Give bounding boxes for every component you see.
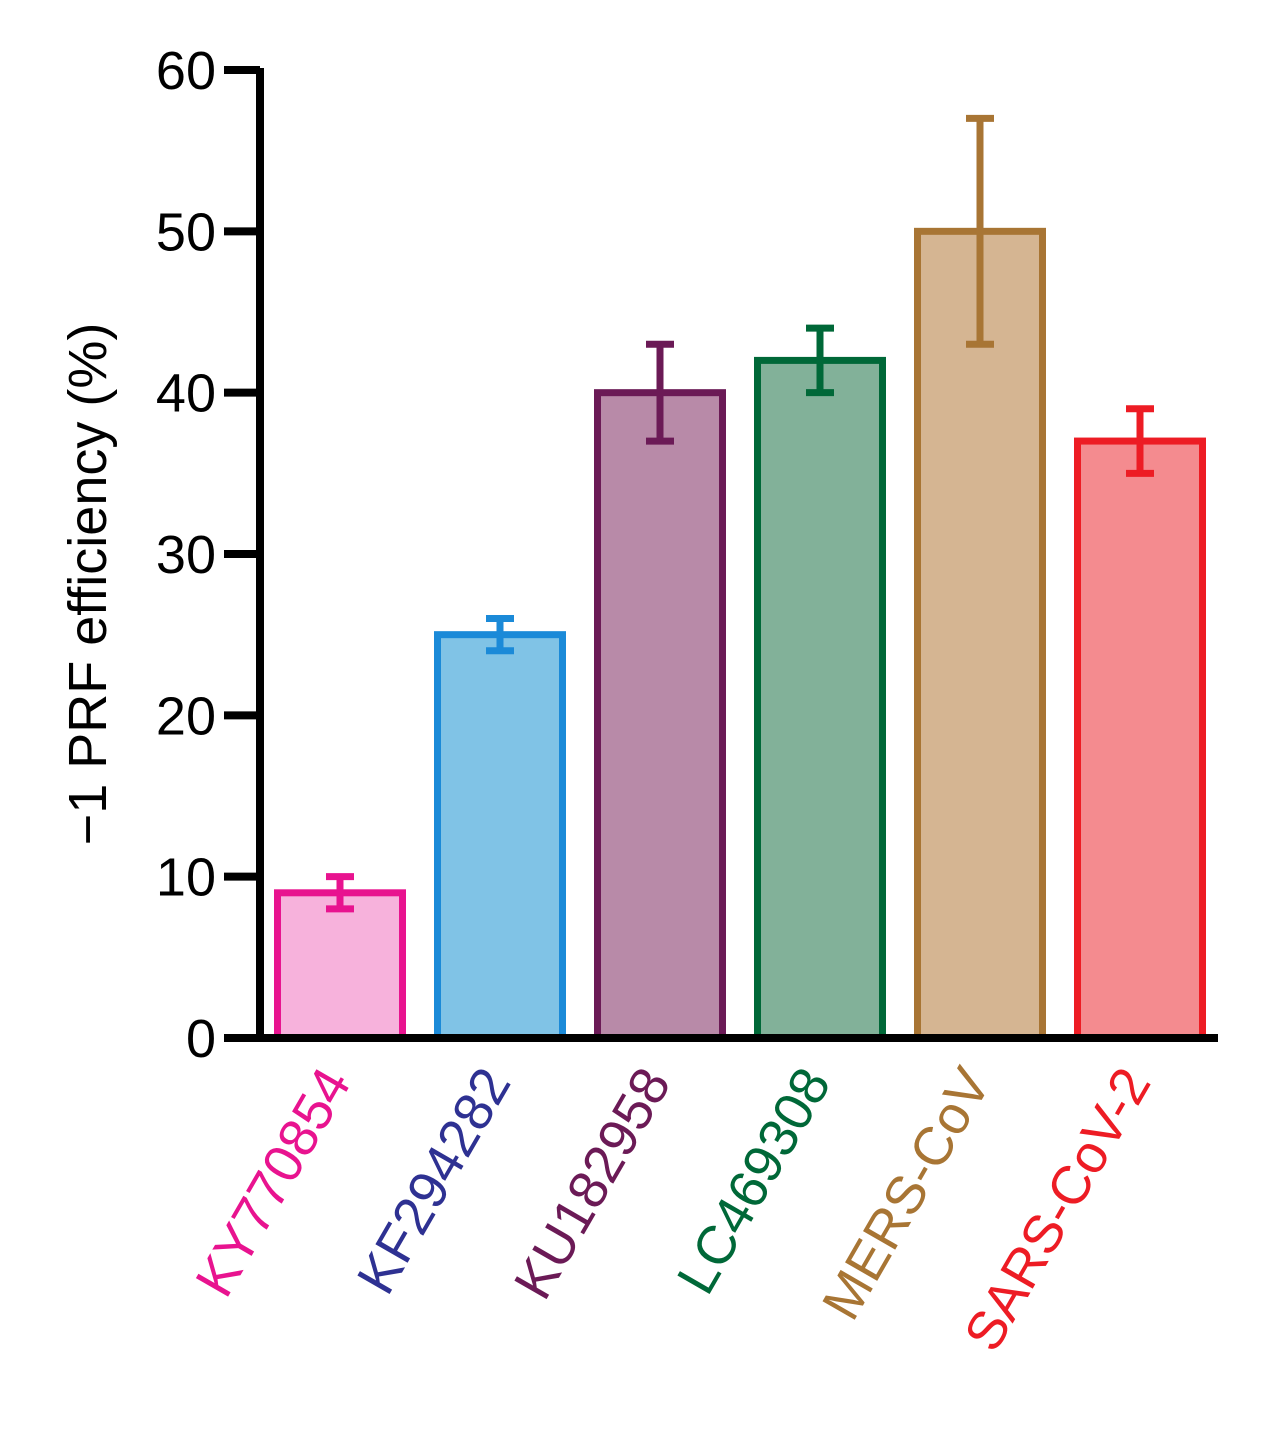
- bars-group: [274, 227, 1206, 1042]
- x-labels-group: KY770854KF294282KU182958LC469308MERS-CoV…: [184, 1058, 1162, 1361]
- x-category-label: MERS-CoV: [811, 1058, 1002, 1330]
- x-category-label: LC469308: [666, 1058, 843, 1304]
- y-tick-label: 50: [156, 202, 216, 262]
- x-category-label: KU182958: [503, 1058, 683, 1309]
- y-tick-label: 20: [156, 686, 216, 746]
- error-bar-kf294282: [486, 615, 514, 655]
- y-tick-label: 60: [156, 41, 216, 101]
- error-bar-ky770854: [326, 873, 354, 913]
- bar-kf294282: [434, 631, 566, 1042]
- bar-ky770854: [274, 889, 406, 1042]
- error-bar-lc469308: [806, 324, 834, 397]
- x-category-label: KY770854: [184, 1058, 362, 1306]
- y-ticks-group: 0 10 20 30 40 50 60: [156, 41, 260, 1069]
- error-bars-group: [326, 114, 1154, 913]
- error-bar-mers-cov: [966, 114, 994, 348]
- y-tick-label: 30: [156, 525, 216, 585]
- y-tick-label: 40: [156, 364, 216, 424]
- bar-lc469308: [754, 356, 886, 1042]
- x-category-label: KF294282: [346, 1058, 523, 1304]
- bar-sars-cov-2: [1074, 437, 1206, 1042]
- error-bar-ku182958: [646, 340, 674, 445]
- bar-mers-cov: [914, 227, 1046, 1042]
- y-axis-title: −1 PRF efficiency (%): [58, 323, 118, 846]
- y-tick-label: 10: [156, 848, 216, 908]
- y-tick-label: 0: [186, 1009, 216, 1069]
- bar-ku182958: [594, 389, 726, 1042]
- error-bar-sars-cov-2: [1126, 405, 1154, 477]
